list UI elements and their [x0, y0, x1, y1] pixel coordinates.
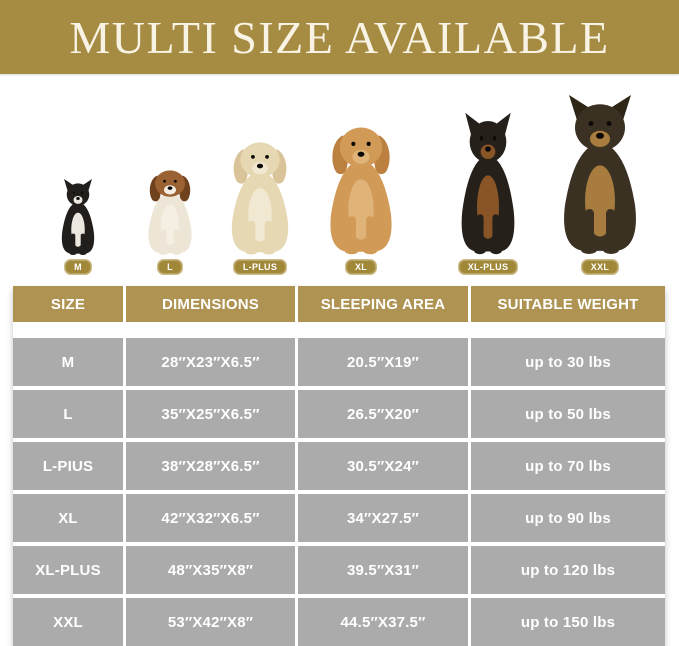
cell-weight: up to 70 lbs — [471, 442, 665, 490]
cell-dimensions: 42″X32″X6.5″ — [126, 494, 295, 542]
size-badge: XL-PLUS — [457, 259, 519, 275]
cell-weight: up to 120 lbs — [471, 546, 665, 594]
cell-dimensions: 38″X28″X6.5″ — [126, 442, 295, 490]
cell-sleeping-area: 44.5″X37.5″ — [298, 598, 468, 646]
dog-beagle: L — [134, 164, 206, 275]
cell-weight: up to 50 lbs — [471, 390, 665, 438]
dog-lineup: M L L-PLUS — [0, 74, 679, 286]
cell-size: XL-PLUS — [13, 546, 123, 594]
beagle-illustration — [148, 170, 192, 255]
cell-size: L-PIUS — [13, 442, 123, 490]
golden-retriever-illustration — [330, 127, 392, 255]
dog-cream-golden: L-PLUS — [213, 134, 307, 275]
size-badge: M — [64, 259, 92, 275]
cell-size: XXL — [13, 598, 123, 646]
cell-dimensions: 48″X35″X8″ — [126, 546, 295, 594]
size-table: SIZE DIMENSIONS SLEEPING AREA SUITABLE W… — [13, 286, 665, 646]
cell-size: L — [13, 390, 123, 438]
cell-dimensions: 28″X23″X6.5″ — [126, 338, 295, 386]
cell-sleeping-area: 34″X27.5″ — [298, 494, 468, 542]
dog-french-bulldog: M — [50, 178, 106, 275]
size-badge: L-PLUS — [232, 259, 288, 275]
cell-sleeping-area: 39.5″X31″ — [298, 546, 468, 594]
page-title: MULTI SIZE AVAILABLE — [69, 11, 610, 63]
column-header-suitable-weight: SUITABLE WEIGHT — [471, 286, 665, 322]
cell-dimensions: 35″X25″X6.5″ — [126, 390, 295, 438]
cell-weight: up to 30 lbs — [471, 338, 665, 386]
cell-sleeping-area: 30.5″X24″ — [298, 442, 468, 490]
cell-size: M — [13, 338, 123, 386]
french-bulldog-illustration — [61, 178, 95, 256]
cell-weight: up to 150 lbs — [471, 598, 665, 646]
column-header-sleeping-area: SLEEPING AREA — [298, 286, 468, 322]
dog-german-shepherd: XXL — [540, 93, 660, 275]
dog-golden-retriever: XL — [310, 118, 412, 275]
title-banner: MULTI SIZE AVAILABLE — [0, 0, 679, 74]
doberman-illustration — [461, 112, 515, 255]
cell-dimensions: 53″X42″X8″ — [126, 598, 295, 646]
cream-golden-illustration — [231, 142, 289, 255]
cell-size: XL — [13, 494, 123, 542]
size-badge: L — [157, 259, 183, 275]
dog-doberman: XL-PLUS — [444, 111, 532, 275]
column-header-size: SIZE — [13, 286, 123, 322]
cell-sleeping-area: 20.5″X19″ — [298, 338, 468, 386]
size-badge: XXL — [580, 259, 620, 275]
column-header-dimensions: DIMENSIONS — [126, 286, 295, 322]
cell-sleeping-area: 26.5″X20″ — [298, 390, 468, 438]
size-badge: XL — [344, 259, 378, 275]
cell-weight: up to 90 lbs — [471, 494, 665, 542]
german-shepherd-illustration — [564, 95, 636, 254]
